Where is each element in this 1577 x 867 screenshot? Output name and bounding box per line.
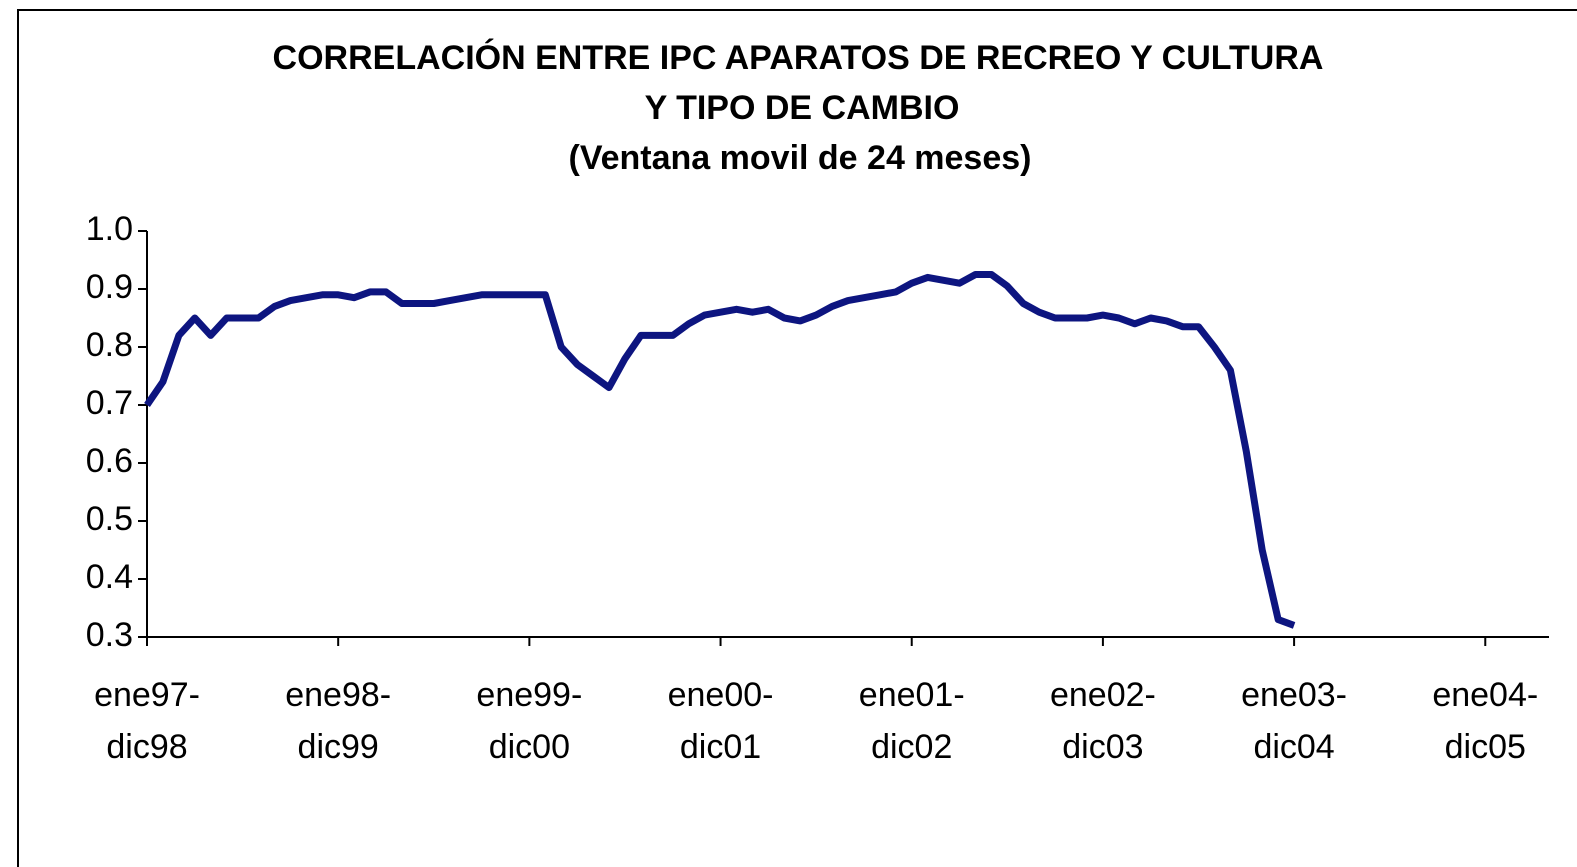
x-tick-label: ene98-dic99	[285, 676, 391, 766]
x-tick-label: ene03-dic04	[1241, 676, 1347, 766]
x-tick-label: ene99-dic00	[476, 676, 582, 766]
chart-title: CORRELACIÓN ENTRE IPC APARATOS DE RECREO…	[273, 39, 1324, 77]
chart-subtitle: (Ventana movil de 24 meses)	[569, 139, 1032, 177]
x-tick-label: ene04-dic05	[1432, 676, 1538, 766]
x-tick-label: ene00-dic01	[668, 676, 774, 766]
y-tick-label: 0.9	[86, 268, 133, 306]
y-tick-label: 0.7	[86, 384, 133, 422]
y-tick-label: 0.8	[86, 326, 133, 364]
x-tick-label: ene01-dic02	[859, 676, 965, 766]
y-tick-label: 0.5	[86, 500, 133, 538]
y-tick-label: 1.0	[86, 210, 133, 248]
chart-title: Y TIPO DE CAMBIO	[645, 89, 960, 127]
x-tick-label: ene02-dic03	[1050, 676, 1156, 766]
x-tick-label: ene97-dic98	[94, 676, 200, 766]
y-tick-label: 0.3	[86, 616, 133, 654]
line-series	[144, 271, 1296, 629]
y-tick-label: 0.6	[86, 442, 133, 480]
y-tick-label: 0.4	[86, 558, 133, 596]
chart-frame	[17, 9, 1577, 867]
